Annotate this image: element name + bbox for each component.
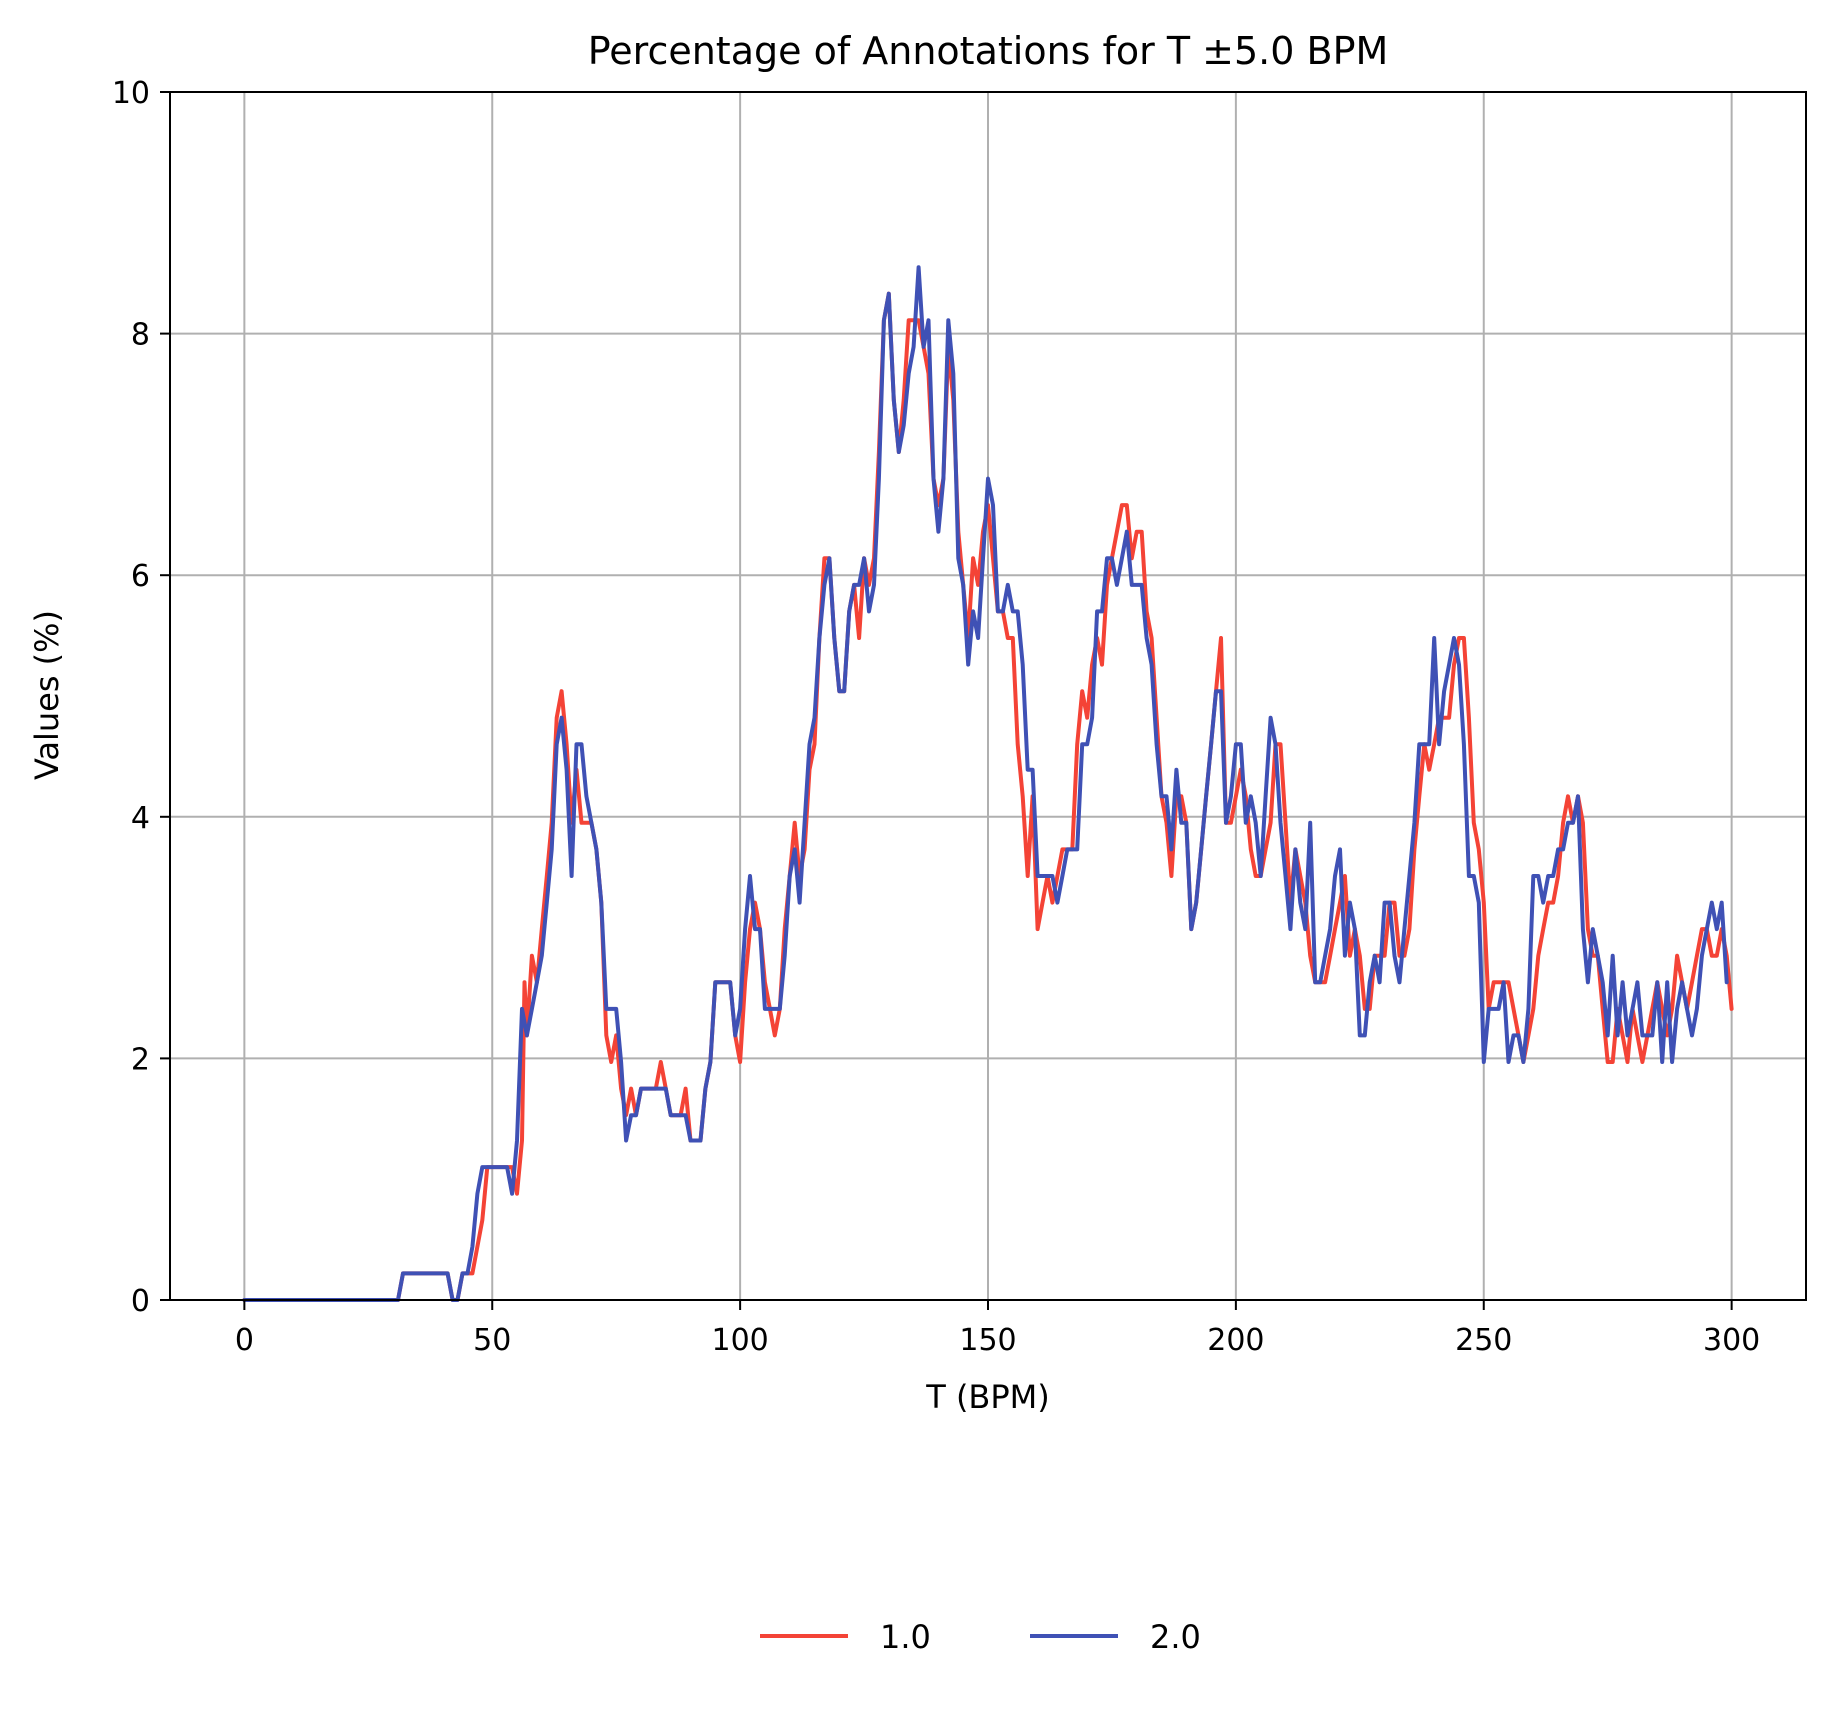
y-tick-label: 6 [131,559,150,594]
x-tick-label: 150 [959,1323,1016,1358]
legend-label: 1.0 [880,1618,931,1656]
x-axis-label: T (BPM) [925,1378,1050,1416]
y-tick-label: 4 [131,801,150,836]
x-tick-label: 50 [473,1323,511,1358]
x-tick-label: 200 [1207,1323,1264,1358]
series-layer [242,265,1734,1302]
legend-item-2.0: 2.0 [1030,1618,1201,1656]
x-tick-label: 100 [711,1323,768,1358]
x-tick-label: 300 [1703,1323,1760,1358]
legend-label: 2.0 [1150,1618,1201,1656]
legend-item-1.0: 1.0 [760,1618,931,1656]
series-line-2.0 [242,265,1729,1302]
y-tick-label: 0 [131,1284,150,1319]
x-tick-label: 0 [235,1323,254,1358]
legend: 1.0 2.0 [760,1618,1201,1656]
chart-title: Percentage of Annotations for T ±5.0 BPM [588,29,1389,73]
y-tick-label: 10 [112,76,150,111]
y-tick-label: 8 [131,318,150,353]
y-axis-label: Values (%) [28,610,66,780]
y-axis: 0 2 4 6 8 10 [112,76,170,1319]
x-axis: 0 50 100 150 200 250 300 [235,1300,1760,1358]
x-tick-label: 250 [1455,1323,1512,1358]
y-tick-label: 2 [131,1042,150,1077]
